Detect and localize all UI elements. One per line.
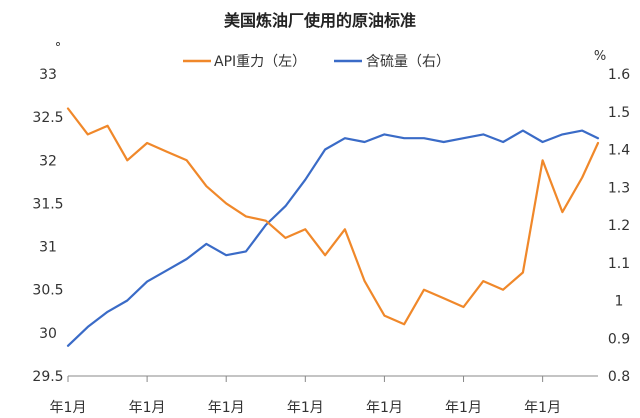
left-axis-ticks: 33 32.5 32 31.5 31 30.5 30 29.5 bbox=[32, 67, 63, 385]
x-tick-label: 年1月 bbox=[445, 400, 482, 416]
x-tick-label: 年1月 bbox=[208, 400, 245, 416]
series-layer bbox=[66, 107, 600, 347]
right-tick-label: 0.9 bbox=[608, 331, 630, 347]
left-tick-label: 29.5 bbox=[32, 369, 63, 385]
x-axis-ticks: 年1月 年1月 年1月 年1月 年1月 年1月 年1月 bbox=[50, 376, 561, 416]
legend-label-sulfur: 含硫量（右） bbox=[366, 54, 450, 70]
x-tick-label: 年1月 bbox=[287, 400, 324, 416]
x-tick-label: 年1月 bbox=[366, 400, 403, 416]
chart-title: 美国炼油厂使用的原油标准 bbox=[224, 11, 416, 30]
right-tick-label: 1.1 bbox=[608, 256, 630, 272]
left-axis-unit: ° bbox=[55, 41, 62, 56]
right-tick-label: 1.4 bbox=[608, 143, 630, 159]
x-tick-label: 年1月 bbox=[129, 400, 166, 416]
left-tick-label: 31 bbox=[39, 240, 57, 256]
left-tick-label: 33 bbox=[39, 67, 57, 83]
series-line-api bbox=[66, 107, 600, 326]
right-axis-ticks: 1.6 1.5 1.4 1.3 1.2 1.1 1 0.9 0.8 bbox=[608, 67, 630, 385]
right-tick-label: 1.3 bbox=[608, 180, 630, 196]
right-axis-unit: % bbox=[594, 49, 606, 64]
x-tick-label: 年1月 bbox=[524, 400, 561, 416]
right-tick-label: 1.6 bbox=[608, 67, 630, 83]
legend-label-api: API重力（左） bbox=[214, 54, 306, 70]
right-tick-label: 1.5 bbox=[608, 105, 630, 121]
legend: API重力（左） 含硫量（右） bbox=[183, 54, 450, 70]
left-tick-label: 32 bbox=[39, 153, 57, 169]
right-tick-label: 0.8 bbox=[608, 369, 630, 385]
series-line-sulfur bbox=[66, 129, 600, 347]
left-tick-label: 32.5 bbox=[32, 110, 63, 126]
right-tick-label: 1 bbox=[615, 294, 624, 310]
left-tick-label: 31.5 bbox=[32, 196, 63, 212]
x-tick-label: 年1月 bbox=[50, 400, 87, 416]
right-tick-label: 1.2 bbox=[608, 218, 630, 234]
left-tick-label: 30.5 bbox=[32, 283, 63, 299]
left-tick-label: 30 bbox=[39, 326, 57, 342]
